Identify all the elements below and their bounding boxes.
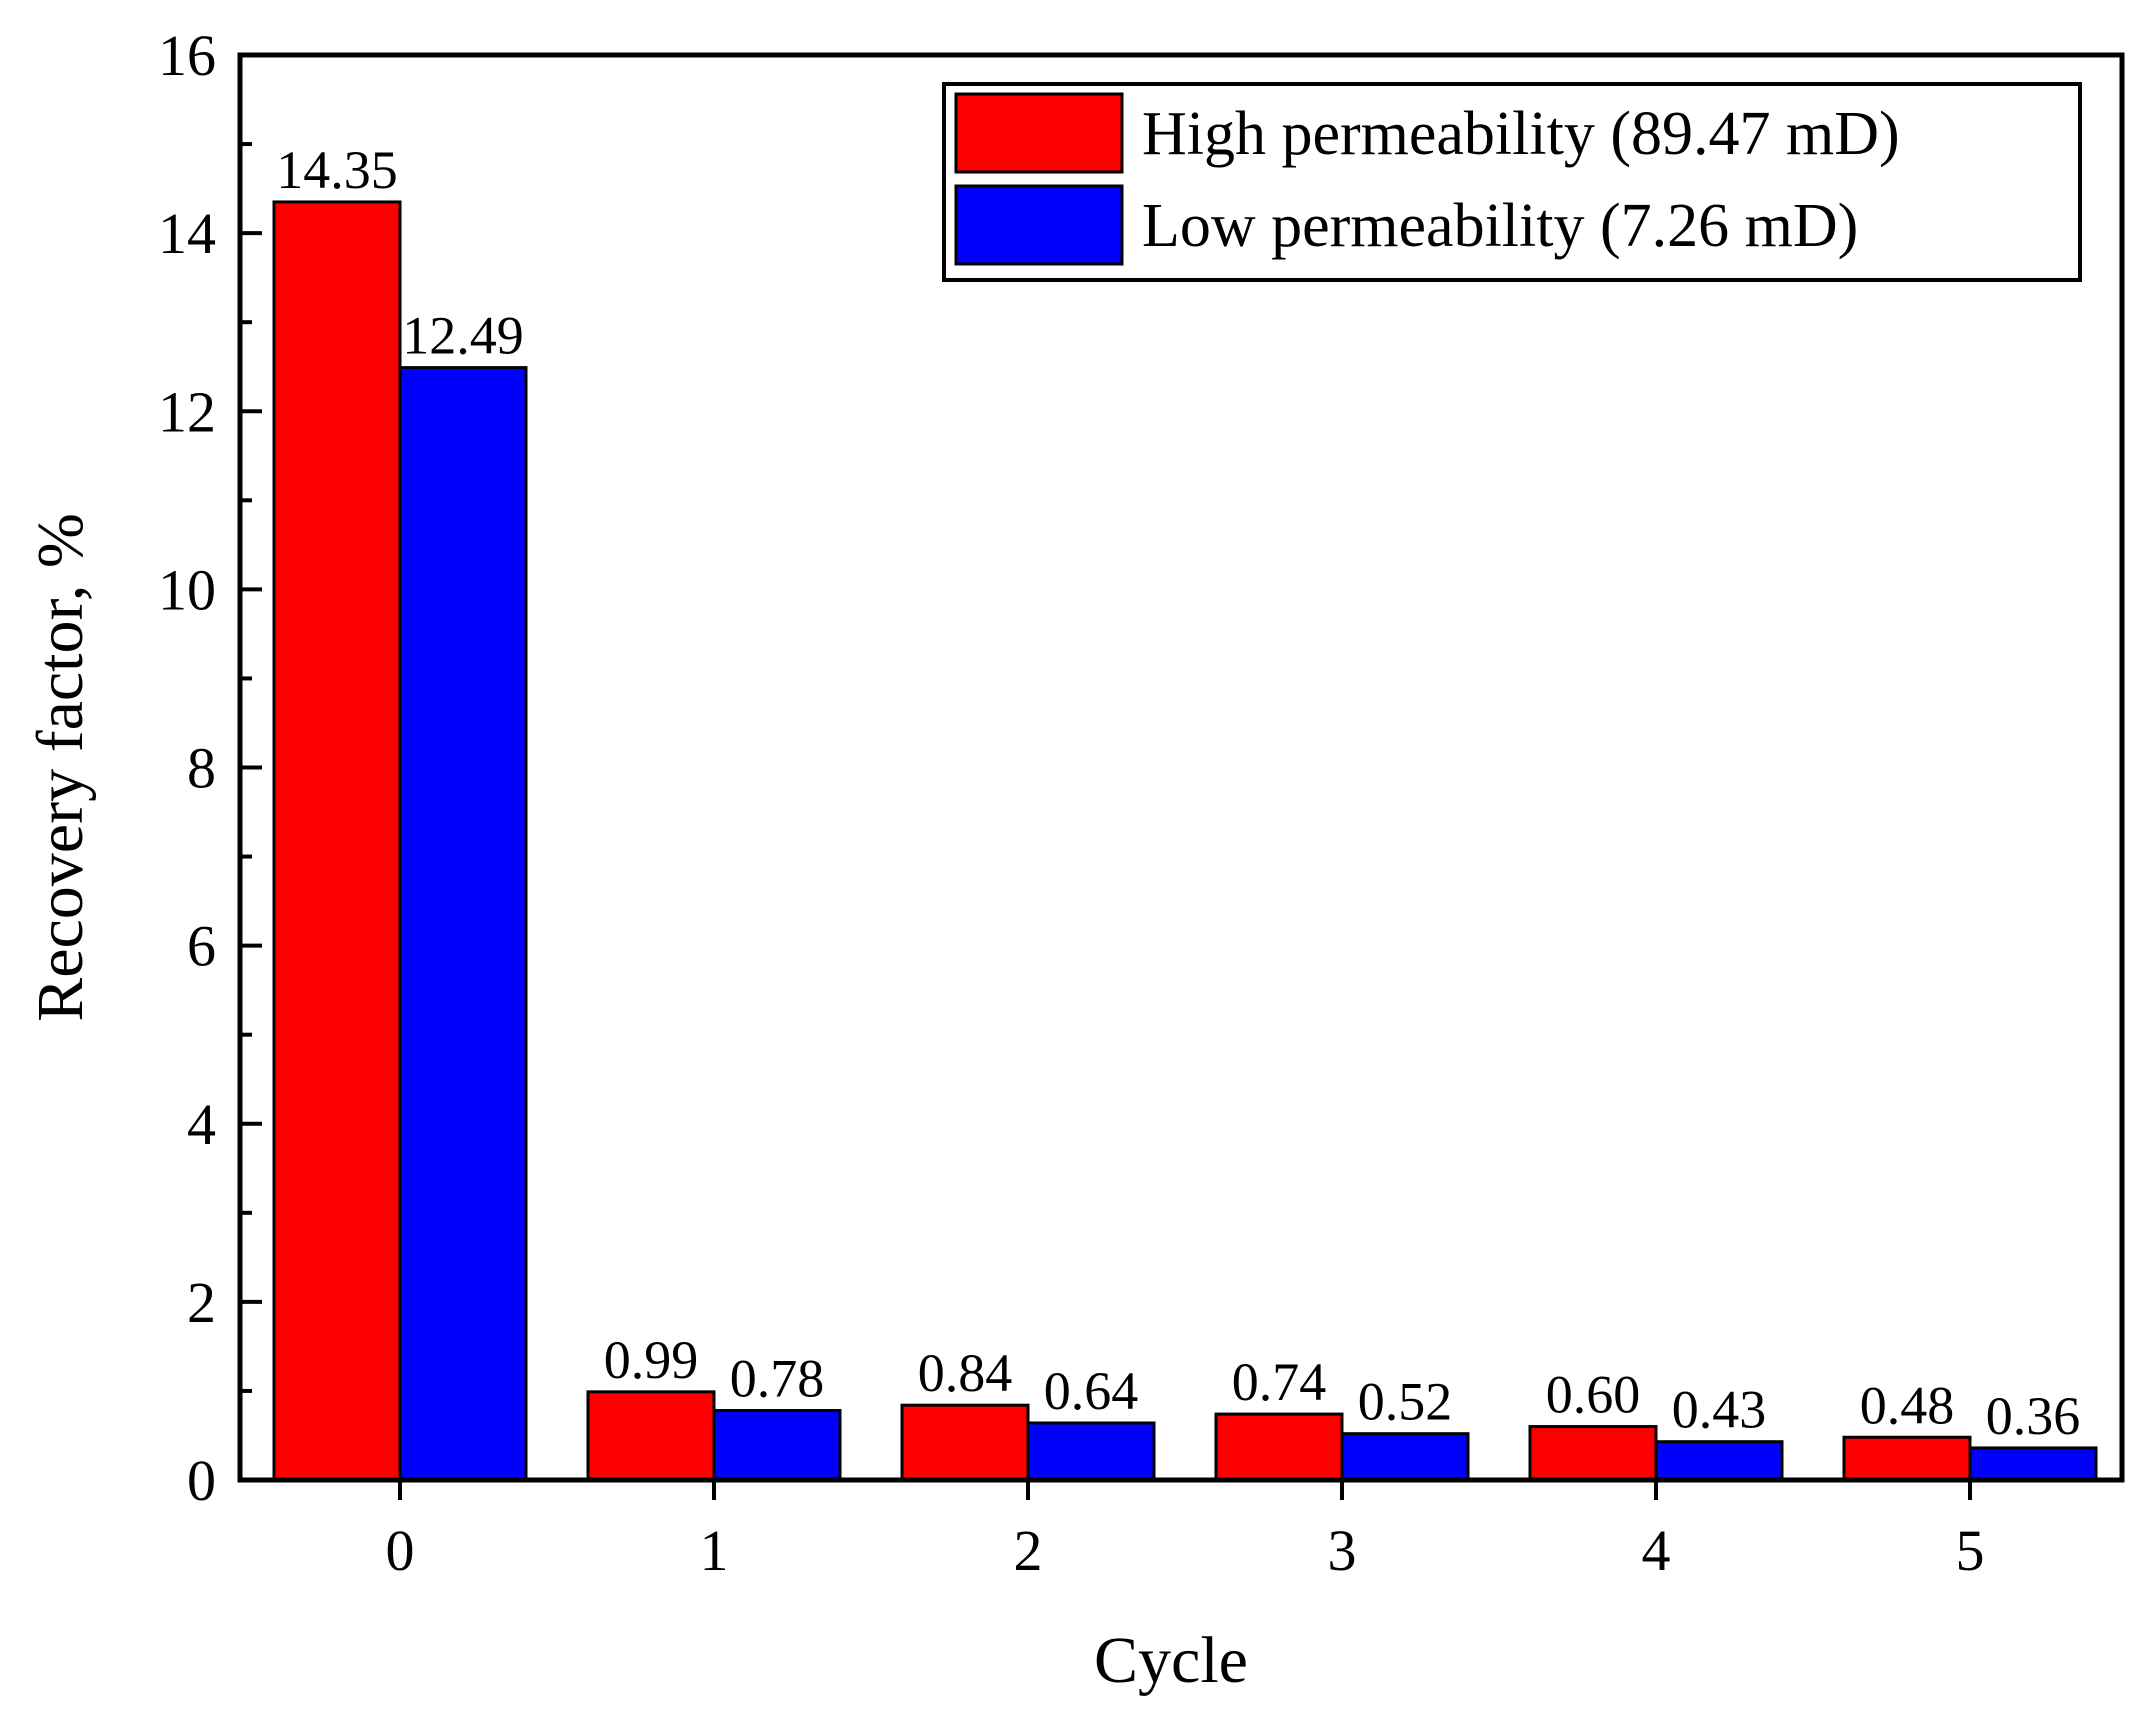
legend-box (942, 82, 2082, 282)
bar-series1-cycle-4 (1528, 1425, 1658, 1482)
data-labels-layer: 14.35 0.99 0.84 0.74 0.60 0.48 12.49 0.78 0.64 0.… (276, 140, 2080, 1446)
x-tick-label: 4 (1642, 1518, 1671, 1583)
data-label-series2-cycle-3: 0.52 (1358, 1372, 1453, 1432)
data-label-series1-cycle-4: 0.60 (1546, 1365, 1641, 1425)
x-tick-label: 2 (1014, 1518, 1043, 1583)
data-label-series2-cycle-4: 0.43 (1672, 1380, 1767, 1440)
y-tick-label: 14 (158, 201, 216, 266)
x-tick-label: 0 (386, 1518, 415, 1583)
bar-series2-cycle-0 (398, 366, 528, 1482)
data-label-series2-cycle-2: 0.64 (1044, 1361, 1139, 1421)
y-axis: 0 2 4 6 8 10 12 14 16 (158, 23, 262, 1513)
y-tick-label: 10 (158, 557, 216, 622)
data-label-series2-cycle-0: 12.49 (402, 306, 524, 366)
x-axis-title: Cycle (1094, 1624, 1248, 1697)
data-label-series1-cycle-2: 0.84 (918, 1343, 1013, 1403)
y-tick-label: 12 (158, 379, 216, 444)
x-tick-label: 1 (700, 1518, 729, 1583)
y-axis-title: Recovery factor, % (24, 513, 97, 1022)
bar-series1-cycle-3 (1214, 1412, 1344, 1482)
y-tick-label: 16 (158, 23, 216, 88)
y-tick-label: 8 (187, 736, 216, 801)
bar-series2-cycle-1 (712, 1409, 842, 1482)
legend-swatch-series1 (954, 92, 1124, 174)
legend-label-series2: Low permeability (7.26 mD) (1142, 192, 1858, 260)
data-label-series2-cycle-5: 0.36 (1986, 1386, 2081, 1446)
bar-series2-cycle-3 (1340, 1432, 1470, 1482)
bars-layer (272, 200, 2098, 1482)
bar-series2-cycle-5 (1968, 1446, 2098, 1482)
y-tick-label: 6 (187, 914, 216, 979)
legend-label-series1: High permeability (89.47 mD) (1142, 100, 1900, 168)
y-tick-label: 4 (187, 1092, 216, 1157)
data-label-series1-cycle-1: 0.99 (604, 1330, 699, 1390)
bar-series1-cycle-2 (900, 1403, 1030, 1482)
data-label-series1-cycle-0: 14.35 (276, 140, 398, 200)
bar-series2-cycle-4 (1654, 1440, 1784, 1482)
legend-swatch-series2 (954, 184, 1124, 266)
x-axis: 0 1 2 3 4 5 (386, 1480, 1985, 1583)
data-label-series2-cycle-1: 0.78 (730, 1349, 825, 1409)
data-label-series1-cycle-5: 0.48 (1860, 1375, 1955, 1435)
x-tick-label: 3 (1328, 1518, 1357, 1583)
bar-series1-cycle-5 (1842, 1435, 1972, 1482)
bar-series1-cycle-1 (586, 1390, 716, 1482)
y-tick-label: 0 (187, 1448, 216, 1513)
x-tick-label: 5 (1956, 1518, 1985, 1583)
y-tick-label: 2 (187, 1270, 216, 1335)
data-label-series1-cycle-3: 0.74 (1232, 1352, 1327, 1412)
legend: High permeability (89.47 mD) Low permeabi… (942, 82, 2082, 282)
bar-series2-cycle-2 (1026, 1421, 1156, 1482)
bar-series1-cycle-0 (272, 200, 402, 1482)
